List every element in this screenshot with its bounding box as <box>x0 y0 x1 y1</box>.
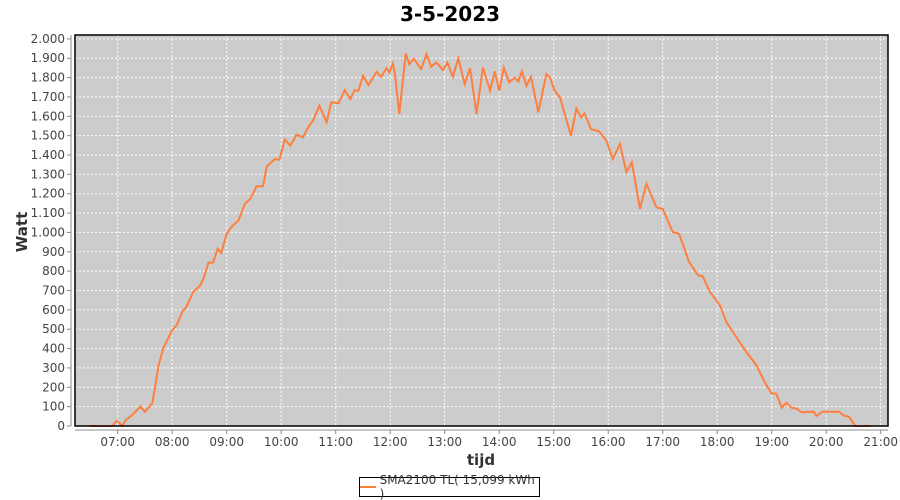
y-tick-label: 1.700 <box>31 90 65 104</box>
legend-label: SMA2100 TL( 15,099 kWh ) <box>379 473 535 500</box>
y-tick-label: 0 <box>57 419 65 433</box>
x-tick-label: 18:00 <box>700 435 735 449</box>
y-tick-label: 400 <box>42 342 65 356</box>
y-tick-label: 1.000 <box>31 225 65 239</box>
x-axis-label: tijd <box>467 451 495 469</box>
y-tick-label: 1.200 <box>31 187 65 201</box>
x-tick-label: 11:00 <box>318 435 353 449</box>
y-tick-label: 1.900 <box>31 51 65 65</box>
series-line <box>89 51 871 428</box>
y-tick-label: 1.400 <box>31 148 65 162</box>
x-tick-label: 09:00 <box>209 435 244 449</box>
chart-title: 3-5-2023 <box>399 2 501 26</box>
x-tick-label: 20:00 <box>809 435 844 449</box>
y-tick-label: 500 <box>42 322 65 336</box>
legend: SMA2100 TL( 15,099 kWh ) <box>359 473 540 500</box>
y-tick-label: 700 <box>42 284 65 298</box>
grid <box>75 35 888 427</box>
y-tick-label: 100 <box>42 400 65 414</box>
axes: 0 100 200 300 400 500 600 700 800 900 1.000 1.100 1.… <box>31 32 898 449</box>
legend-swatch <box>360 486 376 488</box>
y-tick-label: 1.100 <box>31 206 65 220</box>
x-tick-label: 07:00 <box>100 435 135 449</box>
x-tick-label: 10:00 <box>264 435 299 449</box>
y-axis-label: Watt <box>13 212 31 252</box>
x-tick-label: 19:00 <box>754 435 789 449</box>
x-tick-label: 13:00 <box>427 435 462 449</box>
x-tick-label: 12:00 <box>373 435 408 449</box>
y-tick-label: 1.300 <box>31 167 65 181</box>
y-tick-label: 1.500 <box>31 129 65 143</box>
y-tick-label: 1.600 <box>31 109 65 123</box>
y-tick-label: 300 <box>42 361 65 375</box>
plot-border <box>74 34 889 427</box>
x-tick-label: 21:00 <box>863 435 898 449</box>
x-tick-label: 16:00 <box>591 435 626 449</box>
x-tick-label: 15:00 <box>536 435 571 449</box>
x-tick-label: 14:00 <box>482 435 517 449</box>
plot-area <box>75 35 888 426</box>
x-tick-label: 08:00 <box>155 435 190 449</box>
y-tick-label: 1.800 <box>31 71 65 85</box>
y-tick-label: 2.000 <box>31 32 65 46</box>
x-tick-label: 17:00 <box>645 435 680 449</box>
y-tick-label: 900 <box>42 245 65 259</box>
y-tick-label: 200 <box>42 380 65 394</box>
y-tick-label: 600 <box>42 303 65 317</box>
y-tick-label: 800 <box>42 264 65 278</box>
